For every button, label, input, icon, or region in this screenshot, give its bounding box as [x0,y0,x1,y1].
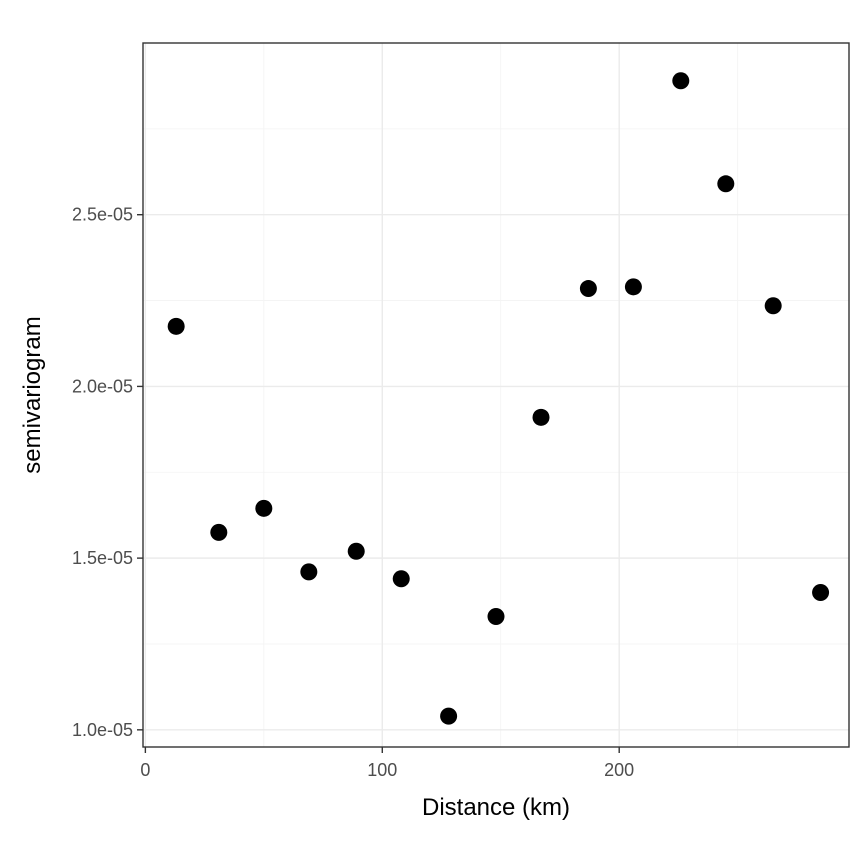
data-point [300,563,318,581]
data-point [812,583,830,601]
x-tick-label: 100 [367,760,397,780]
y-tick-label: 2.0e-05 [72,376,133,396]
data-points [167,72,830,725]
data-point [624,278,642,296]
major-gridlines [143,43,849,747]
data-point [532,408,550,426]
y-tick-label: 2.5e-05 [72,205,133,225]
data-point [210,523,228,541]
panel-border [142,42,850,748]
x-tick-label: 0 [140,760,150,780]
data-point [764,297,782,315]
data-point [440,707,458,725]
data-point [392,570,410,588]
data-point [672,72,690,90]
x-axis: 0 100 200 [140,747,634,780]
y-axis: 1.0e-05 1.5e-05 2.0e-05 2.5e-05 [72,205,143,740]
data-point [347,542,365,560]
minor-gridlines [143,43,849,747]
data-point [255,499,273,517]
y-tick-label: 1.0e-05 [72,720,133,740]
data-point [717,175,735,193]
panel-background [143,43,849,747]
y-axis-title: semivariogram [19,316,46,473]
y-tick-label: 1.5e-05 [72,548,133,568]
data-point [487,608,505,626]
x-tick-label: 200 [604,760,634,780]
data-point [579,280,597,298]
x-axis-title: Distance (km) [422,794,570,821]
data-point [167,317,185,335]
plot-panel [142,42,850,748]
